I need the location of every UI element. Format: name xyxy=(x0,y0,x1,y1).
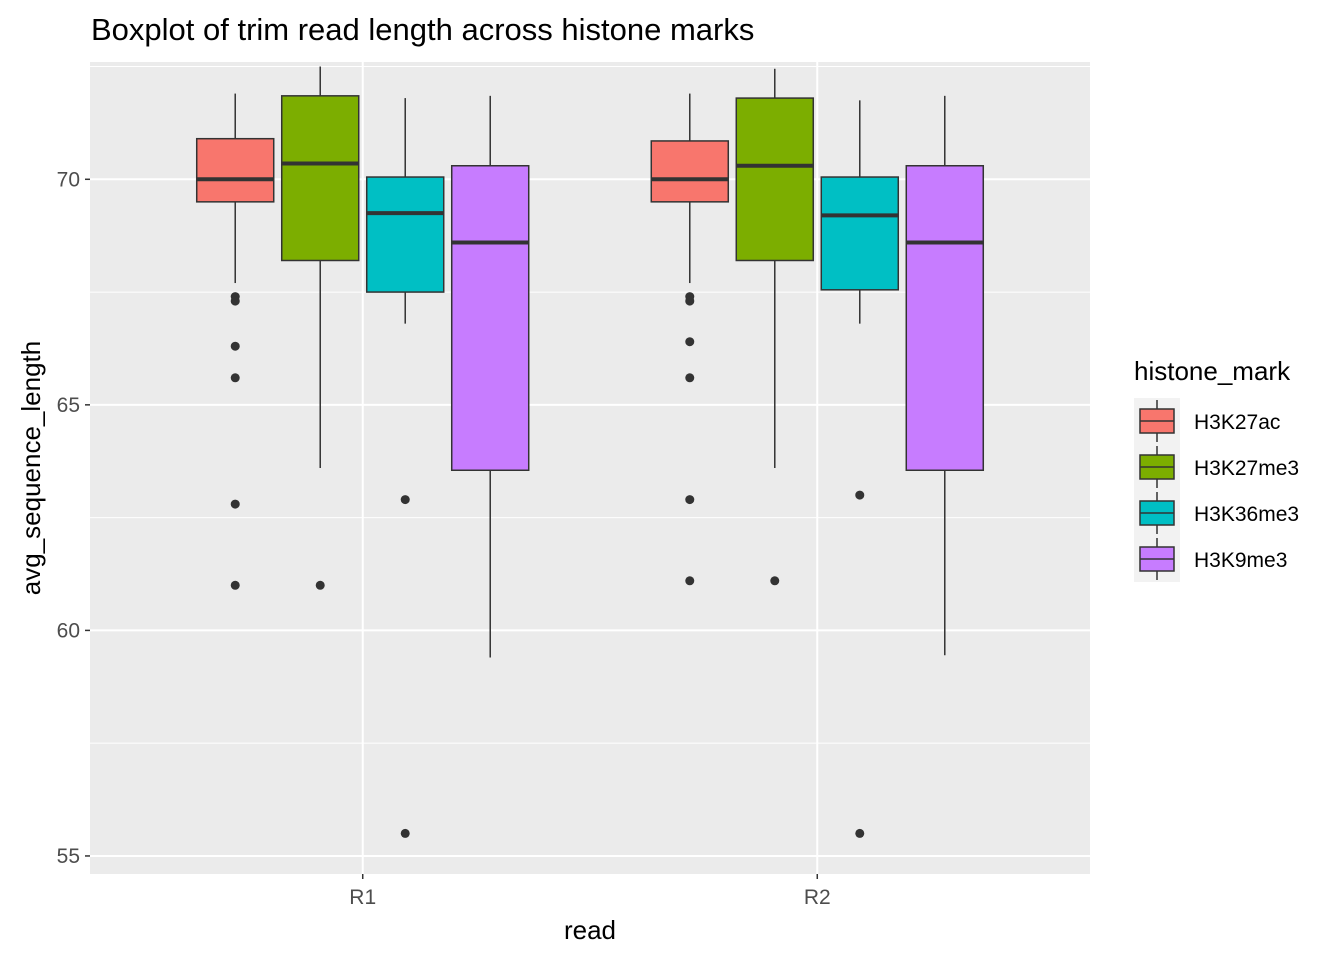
legend-title: histone_mark xyxy=(1134,356,1291,386)
outlier-point xyxy=(685,337,695,347)
outlier-point xyxy=(855,490,865,500)
outlier-point xyxy=(685,296,695,306)
box-H3K36me3-R2 xyxy=(820,100,900,838)
legend-item-H3K27me3: H3K27me3 xyxy=(1134,444,1299,490)
outlier-point xyxy=(230,373,240,383)
box-iqr xyxy=(280,95,360,262)
outlier-point xyxy=(230,580,240,590)
outlier-point xyxy=(400,828,410,838)
box-H3K9me3-R2 xyxy=(905,95,985,656)
boxes-layer xyxy=(195,66,985,838)
y-axis-title: avg_sequence_length xyxy=(16,341,46,595)
chart-title: Boxplot of trim read length across histo… xyxy=(91,12,754,47)
outlier-point xyxy=(685,495,695,505)
y-tick-label: 70 xyxy=(57,168,80,191)
outlier-point xyxy=(230,341,240,351)
box-H3K27ac-R2 xyxy=(650,93,730,586)
box-H3K27me3-R1 xyxy=(280,66,360,590)
outlier-point xyxy=(685,373,695,383)
box-H3K36me3-R1 xyxy=(365,98,445,838)
box-iqr xyxy=(735,97,815,262)
box-H3K27ac-R1 xyxy=(195,93,275,590)
y-axis: 55 60 65 70 xyxy=(57,168,90,868)
x-tick-label: R2 xyxy=(804,886,831,909)
outlier-point xyxy=(770,576,780,586)
legend-label: H3K36me3 xyxy=(1194,503,1299,526)
legend-item-H3K9me3: H3K9me3 xyxy=(1134,536,1287,582)
box-iqr xyxy=(195,137,275,203)
box-iqr xyxy=(820,176,900,291)
outlier-point xyxy=(685,576,695,586)
box-iqr xyxy=(905,165,985,472)
y-tick-label: 55 xyxy=(57,845,80,868)
legend-item-H3K27ac: H3K27ac xyxy=(1134,398,1280,444)
box-H3K9me3-R1 xyxy=(450,95,530,658)
x-axis: R1 R2 xyxy=(349,874,831,909)
y-tick-label: 65 xyxy=(57,394,80,417)
outlier-point xyxy=(230,499,240,509)
box-iqr xyxy=(450,165,530,472)
legend-label: H3K27me3 xyxy=(1194,457,1299,480)
outlier-point xyxy=(400,495,410,505)
box-iqr xyxy=(650,140,730,203)
outlier-point xyxy=(230,296,240,306)
box-H3K27me3-R2 xyxy=(735,68,815,586)
legend-label: H3K27ac xyxy=(1194,411,1280,434)
legend: histone_mark H3K27ac H3K27me3 H3K36me3 H3K9… xyxy=(1134,356,1299,582)
legend-item-H3K36me3: H3K36me3 xyxy=(1134,490,1299,536)
outlier-point xyxy=(855,828,865,838)
outlier-point xyxy=(315,580,325,590)
y-tick-label: 60 xyxy=(57,619,80,642)
x-tick-label: R1 xyxy=(349,886,376,909)
box-iqr xyxy=(365,176,445,293)
x-axis-title: read xyxy=(564,915,616,945)
legend-label: H3K9me3 xyxy=(1194,549,1287,572)
